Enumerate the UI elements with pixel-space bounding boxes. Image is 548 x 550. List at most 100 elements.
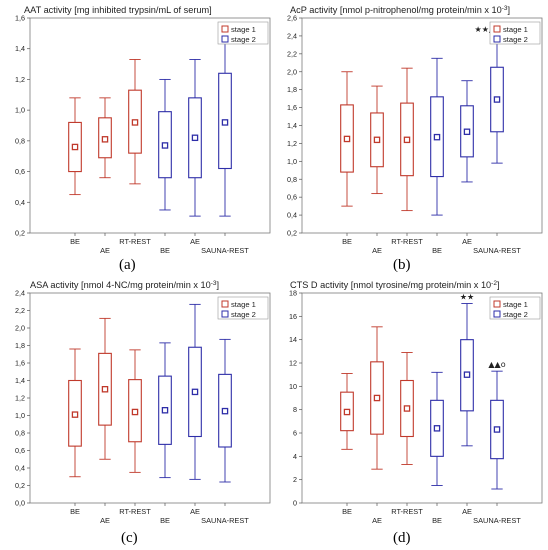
x-tick-label: AE [190, 507, 200, 516]
box [430, 399, 444, 457]
y-tick-label: 1,4 [287, 121, 297, 130]
plot-area-a [29, 17, 271, 234]
box [370, 361, 384, 435]
chart-d: CTS D activity [nmol tyrosine/mg protein… [289, 280, 543, 525]
y-tick-label: 1,4 [15, 376, 25, 385]
y-tick-label: 2 [293, 475, 297, 484]
legend-box [217, 296, 269, 320]
box [158, 111, 172, 179]
box [68, 379, 82, 447]
x-tick-label: AE [100, 246, 110, 255]
median-marker [101, 386, 109, 393]
legend-swatch [493, 25, 501, 33]
y-tick-label: 1,8 [15, 341, 25, 350]
chart-c: ASA activity [nmol 4-NC/mg protein/min x… [15, 280, 271, 525]
box [98, 117, 112, 159]
median-marker [493, 96, 501, 103]
y-tick-label: 0,8 [15, 136, 25, 145]
chart-title-a: AAT activity [mg inhibited trypsin/mL of… [24, 5, 212, 15]
y-tick-label: 18 [289, 289, 297, 298]
median-marker [191, 134, 199, 142]
box [218, 373, 232, 448]
y-tick-label: 0,4 [15, 198, 25, 207]
median-marker [373, 394, 381, 402]
y-tick-label: 0,2 [15, 481, 25, 490]
y-tick-label: 1,4 [15, 44, 25, 53]
y-tick-label: 0,8 [15, 429, 25, 438]
median-marker [433, 425, 441, 432]
y-tick-label: 2,4 [287, 31, 297, 40]
y-tick-label: 2,6 [287, 14, 297, 23]
y-tick-label: 1,6 [15, 14, 25, 23]
box [68, 121, 82, 173]
x-tick-label: BE [70, 237, 80, 246]
median-marker [161, 142, 169, 149]
y-tick-label: 8 [293, 405, 297, 414]
median-marker [463, 371, 471, 378]
y-tick-label: 2,0 [287, 67, 297, 76]
panel-a: AAT activity [mg inhibited trypsin/mL of… [0, 0, 274, 275]
y-tick-label: 12 [289, 359, 297, 368]
box [218, 72, 232, 170]
y-tick-label: 4 [293, 452, 297, 461]
significance-marker: ★★ [460, 293, 474, 302]
x-tick-label: AE [372, 516, 382, 525]
box [400, 102, 414, 177]
box [128, 89, 142, 154]
y-tick-label: 0 [293, 499, 297, 508]
median-marker [343, 408, 351, 416]
box [490, 399, 504, 460]
chart-title-b: AcP activity [nmol p-nitrophenol/mg prot… [290, 5, 510, 15]
median-marker [493, 426, 501, 433]
y-tick-label: 1,2 [15, 75, 25, 84]
y-tick-label: 6 [293, 429, 297, 438]
x-tick-label: SAUNA-REST [473, 246, 521, 255]
box [340, 391, 354, 432]
x-tick-label: AE [462, 507, 472, 516]
median-marker [161, 406, 169, 414]
x-tick-label: BE [342, 237, 352, 246]
median-marker [463, 128, 471, 136]
y-tick-label: 0,6 [15, 446, 25, 455]
x-tick-label: AE [462, 237, 472, 246]
x-tick-label: SAUNA-REST [201, 246, 249, 255]
legend-box [489, 21, 541, 45]
chart-title-c: ASA activity [nmol 4-NC/mg protein/min x… [30, 280, 219, 290]
y-tick-label: 2,2 [15, 306, 25, 315]
legend-swatch [221, 300, 229, 308]
y-tick-label: 1,0 [287, 157, 297, 166]
y-tick-label: 10 [289, 382, 297, 391]
legend-label: stage 1 [231, 25, 256, 34]
box [460, 339, 474, 412]
panel-b: AcP activity [nmol p-nitrophenol/mg prot… [274, 0, 548, 275]
median-marker [71, 411, 79, 418]
y-tick-label: 1,2 [15, 394, 25, 403]
y-tick-label: 0,8 [287, 175, 297, 184]
panel-label-d: (d) [393, 530, 411, 546]
x-tick-label: BE [432, 246, 442, 255]
legend-label: stage 2 [503, 35, 528, 44]
box [158, 375, 172, 445]
y-tick-label: 0,4 [287, 211, 297, 220]
chart-title-d: CTS D activity [nmol tyrosine/mg protein… [290, 280, 500, 290]
legend-swatch [221, 25, 229, 33]
legend-label: stage 2 [231, 35, 256, 44]
y-tick-label: 1,6 [287, 103, 297, 112]
plot-area-c [29, 292, 271, 504]
median-marker [403, 405, 411, 412]
box [430, 96, 444, 178]
panel-label-b: (b) [393, 257, 411, 273]
y-tick-label: 16 [289, 312, 297, 321]
median-marker [433, 133, 441, 141]
x-tick-label: BE [70, 507, 80, 516]
legend-label: stage 1 [231, 300, 256, 309]
panel-d: CTS D activity [nmol tyrosine/mg protein… [274, 275, 548, 550]
legend-swatch [493, 310, 501, 318]
chart-b: AcP activity [nmol p-nitrophenol/mg prot… [287, 5, 543, 255]
median-marker [71, 143, 79, 151]
x-tick-label: RT-REST [119, 237, 151, 246]
median-marker [221, 407, 229, 415]
y-tick-label: 0,4 [15, 464, 25, 473]
legend-swatch [493, 300, 501, 308]
legend-swatch [493, 35, 501, 43]
